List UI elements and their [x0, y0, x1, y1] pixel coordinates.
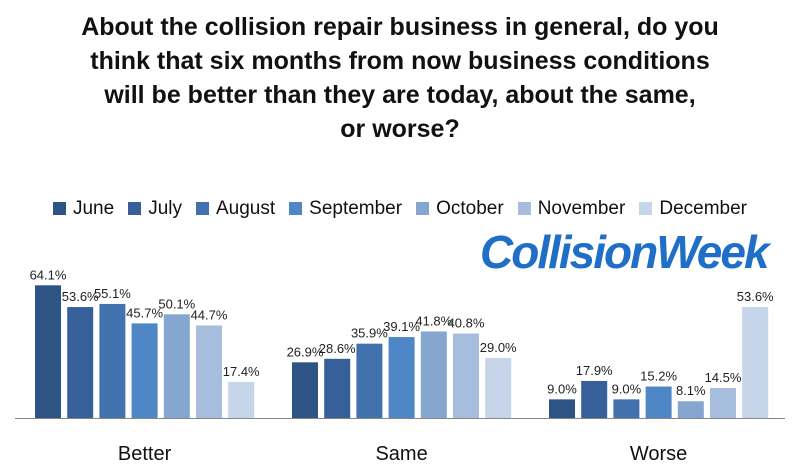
legend-label: October: [436, 198, 504, 219]
data-label: 17.4%: [223, 364, 260, 379]
chart-title-line: think that six months from now business …: [90, 47, 710, 75]
bar-worse-june: [549, 399, 575, 418]
legend-swatch: [289, 202, 303, 215]
data-label: 26.9%: [287, 344, 324, 359]
legend-label: November: [537, 198, 626, 219]
bar-better-october: [163, 314, 190, 418]
chart-title-line: will be better than they are today, abou…: [104, 81, 696, 109]
legend-swatch: [128, 202, 142, 215]
bar-better-december: [228, 381, 255, 418]
data-label: 29.0%: [480, 340, 517, 355]
legend-label: June: [72, 198, 115, 219]
data-label: 55.1%: [94, 286, 131, 301]
bar-worse-december: [742, 307, 769, 418]
data-label: 41.8%: [415, 313, 452, 328]
legend-swatch: [195, 202, 209, 215]
bar-same-august: [356, 343, 383, 418]
bar-worse-september: [645, 386, 672, 418]
data-label: 17.9%: [576, 363, 613, 378]
bar-same-november: [453, 333, 479, 418]
data-label: 50.1%: [158, 296, 195, 311]
data-label: 28.6%: [319, 341, 356, 356]
legend-label: September: [309, 198, 403, 219]
data-label: 15.2%: [640, 369, 677, 384]
legend-label: August: [215, 198, 276, 219]
data-label: 53.6%: [62, 289, 99, 304]
bar-same-june: [292, 362, 318, 418]
legend-item-august: August: [195, 198, 276, 220]
legend-swatch: [517, 202, 531, 215]
data-label: 14.5%: [705, 370, 742, 385]
legend-label: July: [148, 198, 182, 219]
bar-better-july: [67, 307, 94, 418]
category-label-same: Same: [375, 443, 427, 465]
bar-same-december: [485, 357, 512, 418]
bar-better-november: [196, 325, 222, 418]
category-label-better: Better: [118, 443, 172, 465]
collisionweek-logo: CollisionWeek: [480, 226, 770, 278]
chart-legend: June July August September October November De…: [0, 198, 800, 220]
data-label: 35.9%: [351, 326, 388, 341]
chart-title-line: About the collision repair business in g…: [81, 13, 719, 41]
bar-worse-july: [581, 380, 608, 418]
data-label: 53.6%: [737, 289, 774, 304]
bar-same-september: [388, 337, 415, 418]
data-label: 39.1%: [383, 319, 420, 334]
bar-same-october: [420, 331, 447, 418]
legend-swatch: [639, 202, 653, 215]
bar-worse-august: [613, 399, 640, 418]
chart-title-line: or worse?: [340, 115, 460, 143]
chart-title: About the collision repair business in g…: [0, 10, 800, 146]
legend-swatch: [52, 202, 66, 215]
legend-item-september: September: [289, 198, 402, 220]
legend-item-november: November: [517, 198, 626, 220]
bar-same-july: [324, 358, 351, 418]
data-label: 44.7%: [191, 307, 228, 322]
bar-worse-november: [710, 387, 736, 418]
legend-item-july: July: [128, 198, 182, 220]
data-label: 9.0%: [612, 381, 642, 396]
category-label-worse: Worse: [630, 443, 687, 465]
data-label: 64.1%: [30, 267, 67, 282]
bar-worse-october: [677, 401, 704, 418]
data-label: 45.7%: [126, 305, 163, 320]
data-label: 9.0%: [547, 381, 577, 396]
data-label: 8.1%: [676, 383, 706, 398]
legend-item-december: December: [639, 198, 747, 220]
legend-item-june: June: [52, 198, 115, 220]
data-label: 40.8%: [448, 316, 485, 331]
legend-label: December: [659, 198, 747, 219]
bar-better-august: [99, 303, 126, 418]
bar-better-september: [131, 323, 158, 418]
legend-item-october: October: [416, 198, 504, 220]
bar-better-june: [35, 285, 61, 418]
legend-swatch: [416, 202, 430, 215]
